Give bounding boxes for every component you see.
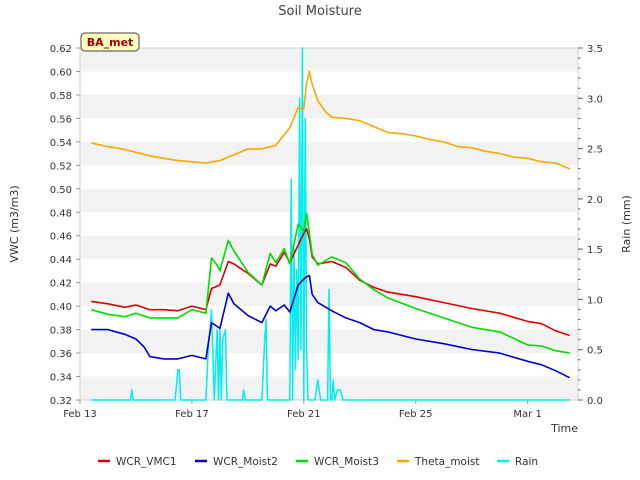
y-tick-label: 0.38 <box>50 326 72 337</box>
x-tick-label: Mar 1 <box>513 409 541 420</box>
y-axis-left: 0.32 0.34 0.36 0.38 0.40 0.42 0.44 0.46 0.48 0.50… <box>50 44 80 407</box>
series-line-rain <box>91 47 570 401</box>
series-line-wcr-vmc1 <box>91 227 570 337</box>
y-tick-label: 0.48 <box>50 208 72 219</box>
legend-label-wcr-moist3: WCR_Moist3 <box>314 456 379 468</box>
x-tick-label: Feb 17 <box>175 409 209 420</box>
y2-tick-label: 1.5 <box>587 245 603 256</box>
grid-band <box>80 48 578 72</box>
grid-band <box>80 141 578 166</box>
legend-label-wcr-moist2: WCR_Moist2 <box>213 456 278 468</box>
y-tick-label: 0.58 <box>50 91 72 102</box>
y-tick-label: 0.40 <box>50 302 72 313</box>
y-tick-label: 0.36 <box>50 349 72 360</box>
station-badge-text: BA_met <box>87 36 134 49</box>
y2-tick-label: 0.5 <box>587 346 603 357</box>
grid-band <box>80 188 578 213</box>
y2-tick-label: 3.5 <box>587 44 603 55</box>
x-tick-label: Feb 21 <box>287 409 321 420</box>
y-tick-label: 0.62 <box>50 44 72 55</box>
y2-tick-label: 0.0 <box>587 396 603 407</box>
y-tick-label: 0.52 <box>50 161 72 172</box>
y2-tick-label: 2.5 <box>587 145 603 156</box>
legend: WCR_VMC1 WCR_Moist2 WCR_Moist3 Theta_moist R… <box>98 456 538 468</box>
station-badge-box <box>80 32 140 52</box>
y2-tick-label: 1.0 <box>587 295 603 306</box>
background-bands <box>80 48 578 400</box>
y-axis-right: 0.0 0.5 1.0 1.5 2.0 2.5 3.0 3.5 <box>578 44 603 407</box>
grid-band <box>80 94 578 119</box>
chart-title: Soil Moisture <box>278 4 362 19</box>
y2-axis-label: Rain (mm) <box>620 195 633 253</box>
series-layer <box>90 47 570 401</box>
x-tick-label: Feb 13 <box>63 409 97 420</box>
x-axis: Feb 13 Feb 17 Feb 21 Feb 25 Mar 1 <box>63 400 542 420</box>
x-tick-label: Feb 25 <box>399 409 433 420</box>
station-badge: BA_met <box>80 32 140 52</box>
y-tick-label: 0.44 <box>50 255 72 266</box>
y-tick-label: 0.46 <box>50 232 72 243</box>
grid-band <box>80 235 578 260</box>
y-tick-label: 0.42 <box>50 279 72 290</box>
y-tick-label: 0.50 <box>50 185 72 196</box>
legend-label-wcr-vmc1: WCR_VMC1 <box>116 456 177 468</box>
series-line-theta-moist <box>91 70 570 170</box>
legend-label-rain: Rain <box>515 456 538 468</box>
y-axis-label: VWC (m3/m3) <box>8 185 21 262</box>
y-tick-label: 0.34 <box>50 373 72 384</box>
y2-tick-label: 3.0 <box>587 94 603 105</box>
y-tick-label: 0.54 <box>50 138 72 149</box>
series-line-wcr-moist3 <box>90 212 570 354</box>
x-axis-label: Time <box>550 422 578 435</box>
grid-band <box>80 376 578 400</box>
series-line-wcr-moist2 <box>91 274 570 379</box>
legend-label-theta-moist: Theta_moist <box>414 456 480 468</box>
plot-area <box>79 47 579 401</box>
y-tick-label: 0.60 <box>50 67 72 78</box>
y-tick-label: 0.56 <box>50 114 72 125</box>
y2-tick-label: 2.0 <box>587 195 603 206</box>
y-tick-label: 0.32 <box>50 396 72 407</box>
